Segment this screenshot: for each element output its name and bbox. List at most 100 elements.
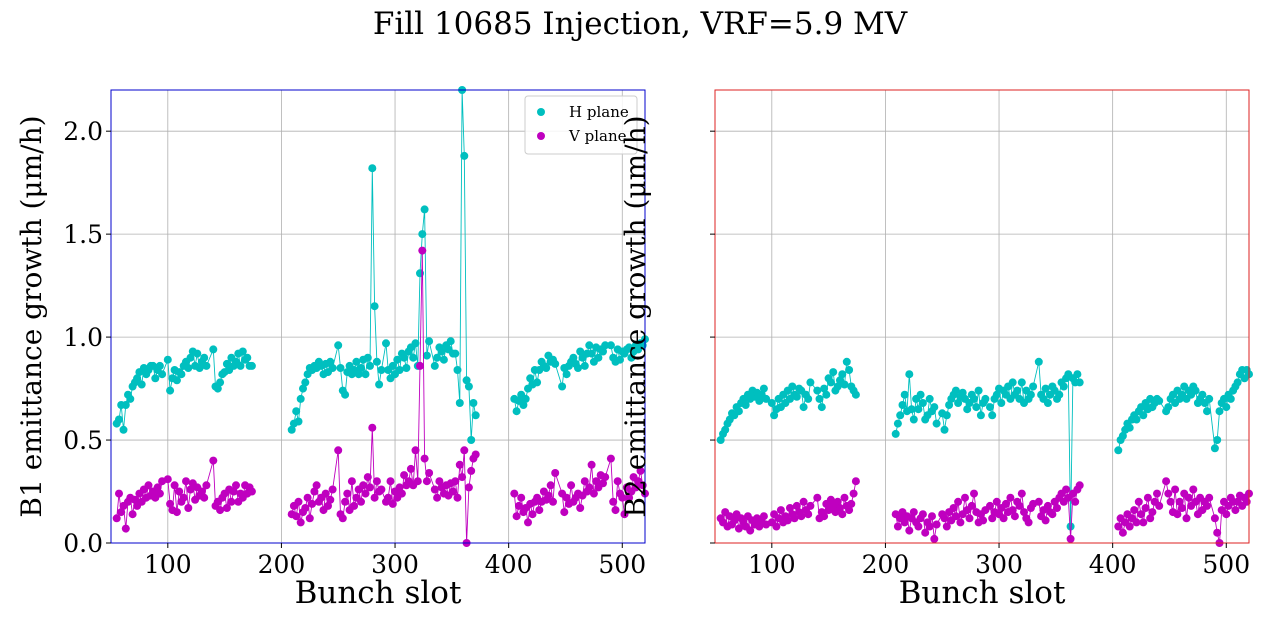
data-point bbox=[1066, 522, 1075, 531]
data-point bbox=[361, 489, 370, 498]
data-point bbox=[357, 364, 365, 372]
data-point bbox=[418, 246, 427, 255]
data-point bbox=[806, 501, 815, 510]
data-point bbox=[601, 473, 610, 482]
data-point bbox=[1008, 378, 1017, 387]
data-point bbox=[528, 510, 537, 519]
data-point bbox=[238, 347, 247, 356]
data-point bbox=[560, 508, 569, 517]
data-point bbox=[433, 353, 442, 362]
x-tick-label: 400 bbox=[1089, 550, 1137, 579]
data-point bbox=[455, 460, 464, 469]
data-point bbox=[1139, 411, 1148, 420]
data-point bbox=[294, 497, 303, 506]
data-point bbox=[716, 436, 725, 444]
data-point bbox=[1029, 382, 1038, 391]
data-point bbox=[115, 415, 123, 424]
data-point bbox=[986, 501, 994, 510]
x-tick-label: 200 bbox=[862, 550, 910, 579]
data-point bbox=[328, 364, 337, 372]
data-point bbox=[905, 370, 914, 379]
data-point bbox=[397, 489, 406, 498]
data-point bbox=[826, 495, 835, 504]
data-point bbox=[216, 506, 225, 515]
panel-2: 100 200 300 400 500 Bunch slot B2 emittance gr… bbox=[619, 89, 1253, 611]
data-point bbox=[546, 481, 555, 490]
data-point bbox=[940, 425, 949, 434]
data-point bbox=[1141, 504, 1150, 512]
data-point bbox=[1222, 510, 1231, 519]
axes-frame bbox=[714, 89, 1250, 544]
data-point bbox=[336, 364, 345, 372]
data-point bbox=[1210, 444, 1219, 453]
data-point bbox=[411, 446, 420, 455]
data-point bbox=[328, 485, 337, 494]
data-point bbox=[974, 386, 983, 395]
data-point bbox=[155, 361, 164, 370]
data-point bbox=[361, 370, 370, 379]
data-point bbox=[236, 361, 245, 370]
data-point bbox=[1118, 528, 1127, 537]
data-point bbox=[951, 512, 960, 521]
data-point bbox=[310, 487, 319, 496]
y-tick-label: 1.5 bbox=[63, 220, 103, 249]
data-point bbox=[287, 425, 296, 434]
data-point bbox=[471, 411, 480, 420]
data-point bbox=[1162, 477, 1171, 486]
data-point bbox=[213, 384, 222, 393]
data-point bbox=[366, 361, 374, 370]
data-point bbox=[587, 460, 596, 469]
data-point bbox=[453, 366, 462, 374]
data-point bbox=[562, 493, 571, 502]
data-point bbox=[585, 483, 594, 492]
data-point bbox=[453, 493, 462, 502]
panel-1: 100 200 300 400 500 0.0 0.5 1.0 1.5 2.0 Bunch slot… bbox=[15, 86, 649, 611]
data-point bbox=[804, 510, 813, 519]
data-point bbox=[155, 489, 164, 498]
data-point bbox=[569, 353, 578, 362]
data-point bbox=[296, 518, 305, 527]
data-point bbox=[363, 473, 372, 482]
data-point bbox=[517, 493, 526, 502]
data-point bbox=[446, 337, 455, 346]
data-point bbox=[510, 489, 519, 498]
data-point bbox=[1155, 501, 1164, 510]
data-point bbox=[1137, 510, 1146, 519]
data-point bbox=[1173, 510, 1182, 519]
data-point bbox=[815, 394, 824, 403]
data-point bbox=[422, 477, 431, 486]
data-point bbox=[439, 355, 448, 364]
data-point bbox=[916, 390, 925, 399]
data-point bbox=[119, 425, 128, 434]
data-point bbox=[121, 401, 130, 409]
x-tick-label: 400 bbox=[485, 550, 533, 579]
figure-title: Fill 10685 Injection, VRF=5.9 MV bbox=[372, 6, 908, 42]
data-point bbox=[400, 471, 409, 480]
data-point bbox=[193, 349, 202, 358]
data-point bbox=[1175, 497, 1184, 506]
data-point bbox=[128, 510, 137, 519]
data-point bbox=[945, 401, 954, 409]
series-h-plane bbox=[112, 86, 649, 444]
data-point bbox=[137, 380, 146, 389]
data-point bbox=[308, 499, 317, 508]
data-point bbox=[179, 493, 188, 502]
data-point bbox=[1213, 528, 1222, 537]
data-point bbox=[988, 411, 997, 420]
data-point bbox=[845, 366, 854, 374]
data-point bbox=[783, 516, 792, 525]
data-point bbox=[163, 355, 172, 364]
data-point bbox=[618, 493, 627, 502]
data-point bbox=[400, 353, 409, 362]
data-point bbox=[851, 390, 860, 399]
data-point bbox=[925, 394, 934, 403]
data-point bbox=[200, 353, 209, 362]
y-tick-label: 2.0 bbox=[63, 117, 103, 146]
data-point bbox=[847, 499, 856, 508]
data-point bbox=[305, 514, 314, 523]
data-point bbox=[1148, 508, 1157, 517]
data-point bbox=[804, 394, 813, 403]
data-point bbox=[1114, 446, 1123, 455]
data-point bbox=[126, 394, 135, 403]
data-point bbox=[956, 518, 965, 527]
